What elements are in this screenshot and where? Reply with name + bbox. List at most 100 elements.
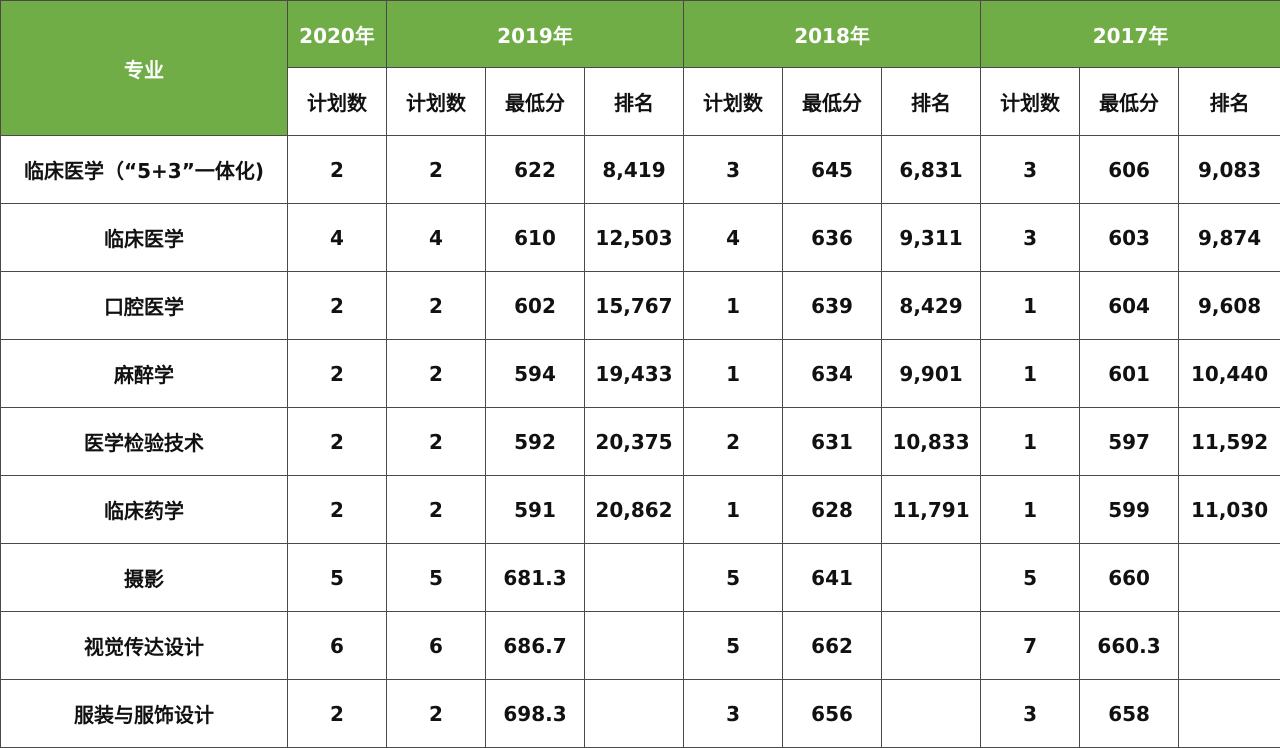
min-score-2019-cell: 592 [485, 407, 585, 476]
plan-2017-cell: 3 [980, 679, 1081, 748]
rank-2018-cell: 6,831 [881, 135, 982, 204]
plan-2017-cell: 7 [980, 611, 1081, 680]
plan-2018-cell: 3 [683, 679, 784, 748]
header-min-score-2017: 最低分 [1079, 67, 1180, 136]
plan-2019-cell: 2 [386, 271, 486, 340]
rank-2018-cell: 9,311 [881, 203, 982, 272]
min-score-2018-cell: 636 [782, 203, 883, 272]
rank-2018-cell [881, 543, 982, 612]
min-score-2017-cell: 660.3 [1079, 611, 1180, 680]
plan-2018-cell: 2 [683, 407, 784, 476]
header-min-score-2018: 最低分 [782, 67, 883, 136]
plan-2020-cell: 2 [287, 475, 387, 544]
table-body: 临床医学（“5+3”一体化) 2 2 622 8,419 3 645 6,831 3 606 9,0… [0, 135, 1280, 748]
table-row: 临床药学 2 2 591 20,862 1 628 11,791 1 599 11,030 [0, 475, 1280, 544]
min-score-2017-cell: 603 [1079, 203, 1180, 272]
major-name-cell: 摄影 [0, 543, 288, 612]
plan-2020-cell: 4 [287, 203, 387, 272]
rank-2019-cell: 20,862 [583, 475, 685, 544]
table-row: 麻醉学 2 2 594 19,433 1 634 9,901 1 601 10,440 [0, 339, 1280, 408]
plan-2019-cell: 4 [386, 203, 486, 272]
min-score-2018-cell: 645 [782, 135, 883, 204]
table-row: 临床医学 4 4 610 12,503 4 636 9,311 3 603 9,874 [0, 203, 1280, 272]
rank-2017-cell: 9,874 [1178, 203, 1280, 272]
rank-2019-cell: 19,433 [583, 339, 685, 408]
plan-2019-cell: 5 [386, 543, 486, 612]
plan-2020-cell: 2 [287, 679, 387, 748]
plan-2018-cell: 1 [683, 475, 784, 544]
header-plan-2017: 计划数 [980, 67, 1081, 136]
min-score-2019-cell: 594 [485, 339, 585, 408]
plan-2018-cell: 4 [683, 203, 784, 272]
table-row: 摄影 5 5 681.3 5 641 5 660 [0, 543, 1280, 612]
table-row: 服装与服饰设计 2 2 698.3 3 656 3 658 [0, 679, 1280, 748]
plan-2018-cell: 5 [683, 543, 784, 612]
header-rank-2018: 排名 [881, 67, 982, 136]
major-name-cell: 口腔医学 [0, 271, 288, 340]
plan-2019-cell: 2 [386, 679, 486, 748]
min-score-2018-cell: 628 [782, 475, 883, 544]
plan-2017-cell: 1 [980, 475, 1081, 544]
table-row: 视觉传达设计 6 6 686.7 5 662 7 660.3 [0, 611, 1280, 680]
rank-2018-cell: 11,791 [881, 475, 982, 544]
header-major: 专业 [0, 0, 288, 136]
header-min-score-2019: 最低分 [485, 67, 585, 136]
rank-2017-cell: 11,592 [1178, 407, 1280, 476]
plan-2017-cell: 3 [980, 135, 1081, 204]
min-score-2017-cell: 604 [1079, 271, 1180, 340]
rank-2017-cell: 11,030 [1178, 475, 1280, 544]
min-score-2017-cell: 599 [1079, 475, 1180, 544]
min-score-2019-cell: 591 [485, 475, 585, 544]
major-name-cell: 临床医学 [0, 203, 288, 272]
major-name-cell: 服装与服饰设计 [0, 679, 288, 748]
major-name-cell: 视觉传达设计 [0, 611, 288, 680]
plan-2020-cell: 2 [287, 271, 387, 340]
min-score-2018-cell: 634 [782, 339, 883, 408]
min-score-2017-cell: 658 [1079, 679, 1180, 748]
plan-2017-cell: 1 [980, 339, 1081, 408]
rank-2017-cell [1178, 543, 1280, 612]
header-plan-2020: 计划数 [287, 67, 387, 136]
plan-2020-cell: 2 [287, 135, 387, 204]
plan-2017-cell: 5 [980, 543, 1081, 612]
header-year-2020: 2020年 [287, 0, 387, 68]
rank-2019-cell [583, 543, 685, 612]
major-name-cell: 临床药学 [0, 475, 288, 544]
plan-2019-cell: 2 [386, 135, 486, 204]
header-plan-2018: 计划数 [683, 67, 784, 136]
min-score-2017-cell: 597 [1079, 407, 1180, 476]
major-name-cell: 麻醉学 [0, 339, 288, 408]
plan-2020-cell: 2 [287, 407, 387, 476]
plan-2018-cell: 1 [683, 339, 784, 408]
rank-2018-cell [881, 679, 982, 748]
table-row: 口腔医学 2 2 602 15,767 1 639 8,429 1 604 9,608 [0, 271, 1280, 340]
header-year-2018: 2018年 [683, 0, 982, 68]
min-score-2019-cell: 610 [485, 203, 585, 272]
plan-2019-cell: 2 [386, 407, 486, 476]
min-score-2019-cell: 698.3 [485, 679, 585, 748]
rank-2017-cell [1178, 679, 1280, 748]
header-rank-2019: 排名 [583, 67, 685, 136]
min-score-2017-cell: 660 [1079, 543, 1180, 612]
plan-2018-cell: 3 [683, 135, 784, 204]
plan-2019-cell: 2 [386, 475, 486, 544]
rank-2019-cell: 20,375 [583, 407, 685, 476]
major-name-cell: 医学检验技术 [0, 407, 288, 476]
rank-2018-cell: 10,833 [881, 407, 982, 476]
plan-2020-cell: 6 [287, 611, 387, 680]
header-year-2019: 2019年 [385, 0, 685, 68]
plan-2017-cell: 3 [980, 203, 1081, 272]
rank-2019-cell [583, 611, 685, 680]
min-score-2017-cell: 601 [1079, 339, 1180, 408]
min-score-2019-cell: 622 [485, 135, 585, 204]
table-row: 医学检验技术 2 2 592 20,375 2 631 10,833 1 597 11,592 [0, 407, 1280, 476]
rank-2018-cell: 9,901 [881, 339, 982, 408]
rank-2017-cell [1178, 611, 1280, 680]
plan-2020-cell: 2 [287, 339, 387, 408]
rank-2017-cell: 9,083 [1178, 135, 1280, 204]
min-score-2018-cell: 656 [782, 679, 883, 748]
min-score-2018-cell: 641 [782, 543, 883, 612]
plan-2019-cell: 2 [386, 339, 486, 408]
header-row-years: 专业 2020年 2019年 2018年 2017年 [0, 0, 1280, 136]
